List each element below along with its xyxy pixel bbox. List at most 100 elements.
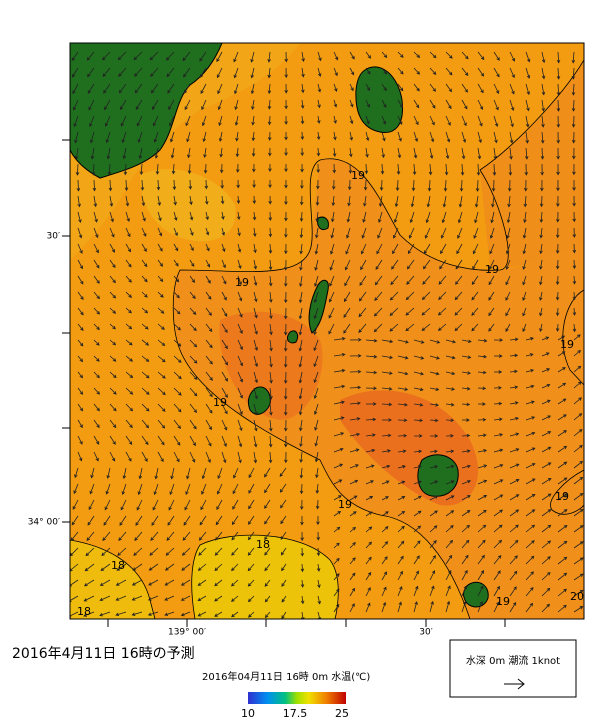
contour-label: 19 [485,263,499,276]
current-arrow [522,275,527,286]
current-arrow [299,419,303,432]
current-arrow [87,67,95,78]
current-arrow [141,211,146,222]
current-arrow [539,275,543,286]
current-arrow [164,595,175,601]
current-arrow [333,526,341,533]
current-arrow [141,243,147,252]
current-arrow [180,595,191,601]
current-arrow [299,211,304,222]
current-arrow [437,323,447,331]
current-arrow [133,51,143,61]
current-arrow [75,163,80,176]
current-arrow [76,179,81,192]
current-arrow [557,445,568,453]
current-arrow [493,479,504,485]
current-arrow [557,367,566,373]
current-arrow [77,307,84,316]
current-arrow [461,67,469,77]
current-arrow [572,227,577,238]
current-arrow [365,602,371,613]
current-arrow [349,385,362,390]
current-arrow [173,307,181,315]
current-arrow [477,386,487,391]
current-arrow [332,147,337,157]
current-arrow [541,368,551,373]
current-arrow [151,99,159,111]
current-arrow [157,243,163,252]
current-arrow [397,525,405,533]
current-arrow [333,479,343,485]
current-arrow [125,371,134,379]
current-arrow [488,307,495,317]
current-arrow [571,51,576,64]
current-arrow [221,211,225,220]
current-arrow [201,467,207,480]
current-arrow [120,499,127,511]
current-arrow [509,385,519,390]
current-arrow [438,275,447,285]
current-arrow [267,99,272,110]
current-arrow [557,572,568,581]
current-arrow [505,291,511,301]
current-arrow [184,499,191,511]
current-arrow [157,211,162,222]
current-arrow [200,83,207,95]
current-arrow [251,115,255,126]
current-arrow [205,387,213,398]
current-arrow [413,540,421,549]
current-arrow [541,83,546,96]
current-arrow [364,163,369,175]
current-arrow [169,483,175,496]
current-arrow [413,585,419,597]
current-arrow [413,510,422,517]
current-arrow [299,435,303,448]
current-arrow [541,446,552,453]
current-arrow [445,480,455,485]
current-arrow [493,448,504,453]
current-arrow [197,563,207,571]
current-arrow [205,451,211,463]
current-arrow [167,515,175,526]
current-legend-box [449,639,577,698]
current-arrow [283,339,288,352]
current-arrow [283,307,288,320]
current-arrow [455,259,463,270]
current-arrow [557,493,568,501]
current-arrow [381,433,392,438]
current-arrow [458,195,463,208]
current-arrow [106,467,111,479]
current-arrow [394,195,399,208]
current-arrow [268,243,273,254]
current-arrow [279,467,287,477]
current-arrow [86,531,95,541]
current-arrow [333,400,345,405]
current-arrow [333,336,346,341]
contour-label: 20 [570,590,584,603]
current-arrow [231,547,239,556]
current-arrow [493,354,503,358]
current-arrow [413,465,422,469]
current-arrow [173,259,179,267]
current-arrow [221,307,228,317]
current-arrow [454,291,463,301]
current-arrow [361,227,367,239]
current-arrow [557,509,568,517]
current-arrow [93,403,100,412]
current-arrow [170,147,175,159]
current-arrow [524,179,528,192]
current-arrow [198,547,207,556]
current-arrow [247,531,255,541]
current-arrow [221,323,228,334]
current-arrow [221,243,226,253]
current-arrow [429,99,436,109]
current-arrow [389,323,399,332]
current-arrow [539,211,544,223]
current-arrow [281,579,287,587]
current-arrow [93,387,100,395]
current-arrow [541,571,551,581]
current-arrow [237,435,243,448]
current-arrow [365,526,373,533]
current-arrow [475,179,480,192]
current-arrow [139,163,144,176]
